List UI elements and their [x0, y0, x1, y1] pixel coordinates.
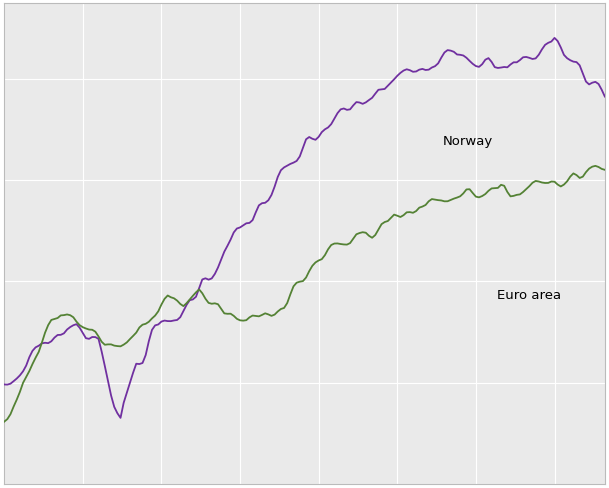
Text: Euro area: Euro area [497, 288, 561, 302]
Text: Norway: Norway [443, 135, 493, 148]
